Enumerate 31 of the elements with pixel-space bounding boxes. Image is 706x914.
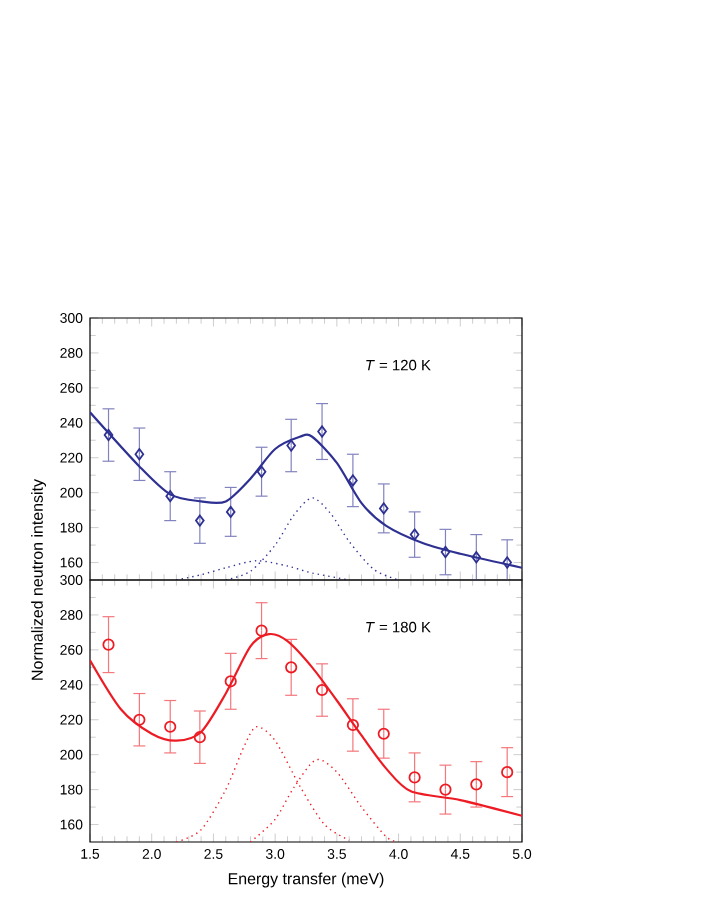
- point: [315, 683, 329, 697]
- point: [408, 771, 421, 784]
- point: [164, 720, 177, 733]
- point: [133, 713, 146, 726]
- point: [285, 661, 298, 674]
- point: [134, 448, 145, 461]
- point: [317, 425, 327, 438]
- line-series: [90, 411, 522, 569]
- point: [377, 727, 390, 740]
- point: [501, 766, 514, 779]
- point: [346, 718, 359, 732]
- point: [378, 502, 389, 515]
- point: [471, 551, 482, 564]
- point: [348, 474, 358, 487]
- point: [439, 783, 452, 796]
- point: [224, 675, 237, 688]
- line-series: [90, 633, 522, 817]
- point: [256, 465, 267, 478]
- point: [440, 545, 451, 559]
- line-series: [225, 497, 400, 580]
- point: [165, 490, 176, 503]
- point: [286, 439, 296, 452]
- point: [225, 505, 236, 518]
- point: [502, 556, 512, 569]
- point: [102, 638, 115, 651]
- point: [193, 731, 206, 744]
- point: [470, 778, 483, 791]
- point: [103, 428, 114, 442]
- point: [409, 528, 420, 541]
- point: [195, 514, 205, 527]
- point: [255, 624, 268, 637]
